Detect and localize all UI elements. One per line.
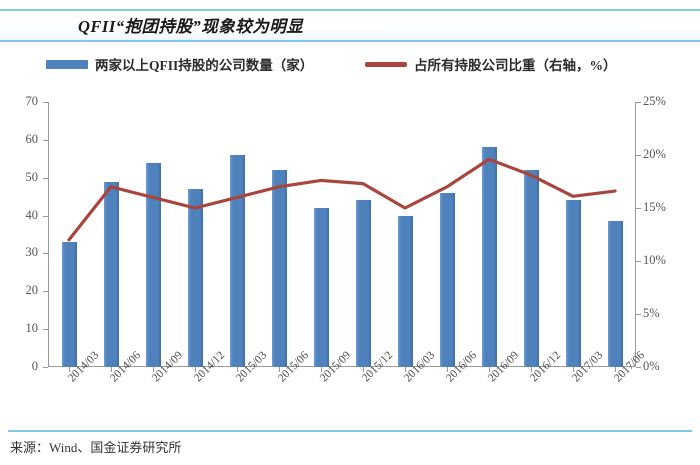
category-tick — [531, 367, 532, 372]
bar — [439, 192, 455, 367]
left-axis-tick — [43, 329, 48, 331]
bar — [607, 221, 623, 367]
category-tick — [153, 367, 154, 372]
right-axis-label: 20% — [643, 147, 666, 161]
left-axis-tick — [43, 102, 48, 103]
right-axis-line — [635, 102, 636, 367]
category-tick — [321, 367, 322, 372]
right-axis-label: 25% — [643, 94, 666, 108]
right-axis-label: 0% — [643, 359, 660, 373]
category-tick — [363, 367, 364, 372]
plot-canvas — [48, 102, 636, 367]
legend-item-line-series: 占所有持股公司比重（右轴，%） — [365, 54, 617, 74]
right-axis-tick — [636, 367, 641, 368]
page-title: QFII“抱团持股”现象较为明显 — [78, 17, 304, 36]
legend-item-label: 占所有持股公司比重（右轴，%） — [414, 58, 617, 73]
bar — [313, 208, 329, 367]
category-tick — [69, 367, 70, 372]
footer-divider — [8, 430, 692, 432]
left-axis-label: 50 — [25, 169, 39, 184]
left-axis-tick — [43, 139, 48, 141]
right-axis-tick — [636, 261, 641, 262]
category-tick — [111, 367, 112, 372]
left-axis-line — [48, 102, 49, 367]
bar — [61, 242, 77, 367]
bar — [229, 155, 245, 367]
right-axis-tick — [636, 314, 641, 315]
left-axis-tick — [43, 215, 48, 217]
left-axis-label: 10 — [25, 321, 39, 336]
left-axis-label: 40 — [25, 207, 39, 222]
right-axis-label: 5% — [643, 306, 660, 320]
chart-plot-area: 0 10 20 30 40 50 60 70 0% 5% 10% 15% 20% 25% 2014/03… — [0, 92, 700, 384]
category-tick — [489, 367, 490, 372]
category-tick — [279, 367, 280, 372]
legend-item-label: 两家以上QFII持股的公司数量（家） — [95, 58, 314, 73]
legend-line-swatch-icon — [365, 61, 407, 67]
right-axis-tick — [636, 208, 641, 209]
category-tick — [447, 367, 448, 372]
category-tick — [615, 367, 616, 372]
right-axis-tick — [636, 102, 641, 103]
bar — [355, 200, 371, 367]
chart-legend: 两家以上QFII持股的公司数量（家） 占所有持股公司比重（右轴，%） — [0, 52, 700, 76]
right-axis-label: 15% — [643, 200, 666, 214]
line-series — [67, 157, 617, 242]
line-path — [67, 157, 617, 242]
bar — [187, 189, 203, 367]
bar — [271, 170, 287, 367]
category-tick — [237, 367, 238, 372]
bar — [481, 147, 497, 367]
left-axis-tick — [43, 367, 48, 368]
left-axis-tick — [43, 253, 48, 255]
legend-bar-swatch-icon — [46, 59, 88, 69]
source-note: 来源：Wind、国金证券研究所 — [10, 440, 182, 455]
left-axis-label: 70 — [25, 94, 39, 108]
left-axis-label: 0 — [31, 359, 38, 373]
category-axis-line — [48, 366, 636, 367]
category-tick — [195, 367, 196, 372]
left-axis-label: 20 — [25, 283, 39, 298]
left-axis-tick — [43, 177, 48, 179]
category-tick — [405, 367, 406, 372]
right-axis-tick — [636, 155, 641, 156]
left-axis-label: 60 — [25, 131, 39, 146]
legend-item-bar-series: 两家以上QFII持股的公司数量（家） — [46, 54, 313, 74]
bar — [523, 170, 539, 367]
category-tick — [573, 367, 574, 372]
bar — [565, 200, 581, 367]
title-band — [0, 9, 700, 42]
bar — [397, 215, 413, 367]
bar — [103, 181, 119, 367]
left-axis-label: 30 — [25, 245, 39, 260]
bar — [145, 162, 161, 367]
right-axis-label: 10% — [643, 253, 666, 267]
left-axis-tick — [43, 291, 48, 293]
